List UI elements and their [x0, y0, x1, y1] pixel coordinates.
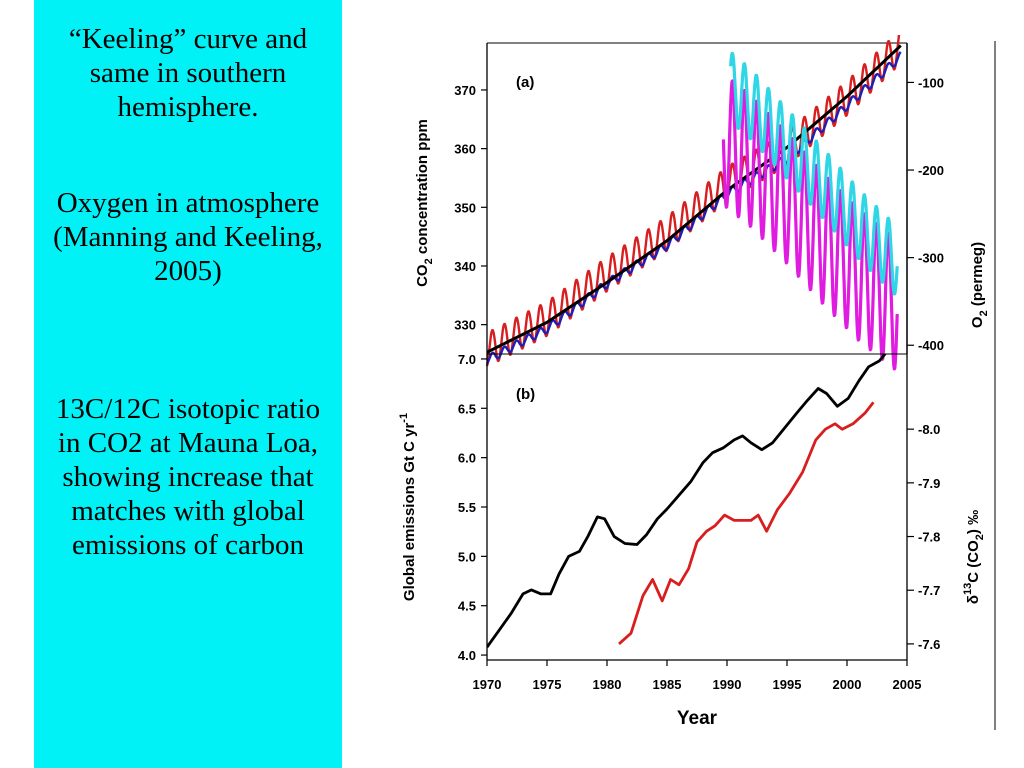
panel-b-series-d13C: [618, 401, 875, 645]
x-tick-label: 2005: [893, 677, 922, 692]
slide-text-oxygen: Oxygen in atmosphere (Manning and Keelin…: [53, 187, 323, 287]
panel-a-label: (a): [516, 74, 534, 91]
panel-a: (a) 330 340 350 360 370 -100 -200 -300 -400 CO2…: [414, 35, 990, 371]
panel-b-right-axis-sub: 2: [974, 534, 986, 540]
panel-b-right-axis-sup: 13: [962, 583, 974, 595]
panel-a-right-axis-label: O2 (permeg): [969, 242, 990, 328]
panel-a-left-tick-label: 360: [454, 142, 476, 157]
x-tick-label: 1995: [773, 677, 802, 692]
x-tick-label: 1990: [713, 677, 742, 692]
panel-a-left-tick-label: 350: [454, 200, 476, 215]
panel-b-left-tick-label: 5.0: [458, 549, 476, 564]
panel-a-co2-subscript: 2: [423, 258, 435, 264]
slide-text-keeling: “Keeling” curve and same in southern hem…: [68, 23, 308, 123]
panel-a-series-o2-magenta: [721, 79, 899, 371]
panel-a-series-o2-cyan: [729, 51, 899, 296]
panel-a-left-tick-label: 370: [454, 83, 476, 98]
panel-a-series-trend: [486, 44, 902, 354]
panel-a-series-blue: [486, 51, 902, 365]
panel-a-right-axis-label-rest: (permeg): [969, 242, 986, 310]
panel-b-series-emissions: [487, 354, 887, 649]
panel-a-right-tick-label: -100: [918, 75, 944, 90]
panel-b-right-tick-label: -7.7: [918, 583, 940, 598]
panel-a-right-tick-label: -200: [918, 163, 944, 178]
panel-b-right-tick-label: -7.6: [918, 637, 940, 652]
panel-b-left-tick-label: 5.5: [458, 500, 476, 515]
panel-a-right-tick-label: -300: [918, 251, 944, 266]
x-axis-label: Year: [677, 708, 718, 729]
x-tick-label: 1985: [653, 677, 682, 692]
slide-text-isotope: 13C/12C isotopic ratio in CO2 at Mauna L…: [55, 393, 321, 561]
figure-co2-o2-emissions: (a) 330 340 350 360 370 -100 -200 -300 -400 CO2…: [398, 35, 996, 730]
panel-a-o2-subscript: 2: [978, 310, 990, 316]
panel-b-label: (b): [516, 386, 535, 403]
panel-a-left-axis-label-rest: concentration ppm: [414, 119, 431, 258]
panel-b-right-tick-label: -7.8: [918, 530, 940, 545]
panel-b-right-axis-end: ) ‰: [965, 510, 982, 534]
panel-a-right-tick-label: -400: [918, 338, 944, 353]
panel-b-left-tick-label: 6.5: [458, 401, 476, 416]
panel-b-left-axis-label-sup: -1: [398, 413, 410, 423]
panel-b-left-tick-label: 4.0: [458, 648, 476, 663]
panel-a-left-tick-label: 340: [454, 259, 476, 274]
x-tick-label: 1975: [533, 677, 562, 692]
panel-b-right-axis-c: C (CO: [965, 540, 982, 583]
panel-b-left-tick-label: 4.5: [458, 599, 476, 614]
x-tick-label: 1970: [473, 677, 502, 692]
panel-b-right-axis-label: δ13C (CO2) ‰: [962, 510, 986, 604]
panel-b-left-tick-label: 6.0: [458, 451, 476, 466]
x-tick-label: 2000: [833, 677, 862, 692]
panel-b-right-axis-delta: δ: [965, 595, 982, 604]
slide-text-panel: “Keeling” curve and same in southern hem…: [34, 0, 342, 768]
panel-b-left-tick-label: 7.0: [458, 352, 476, 367]
x-tick-label: 1980: [593, 677, 622, 692]
panel-a-left-tick-label: 330: [454, 318, 476, 333]
panel-b: (b) 4.0 4.5 5.0 5.5 6.0 6.5 7.0 -7.6 -7.7 -7.8 -7…: [398, 352, 986, 663]
panel-b-right-tick-label: -7.9: [918, 476, 940, 491]
panel-b-right-tick-label: -8.0: [918, 422, 940, 437]
panel-a-left-axis-label: CO2 concentration ppm: [414, 119, 435, 287]
panel-b-left-axis-label: Global emissions Gt C yr-1: [398, 413, 418, 601]
panel-b-left-axis-label-text: Global emissions Gt C yr: [401, 423, 418, 602]
